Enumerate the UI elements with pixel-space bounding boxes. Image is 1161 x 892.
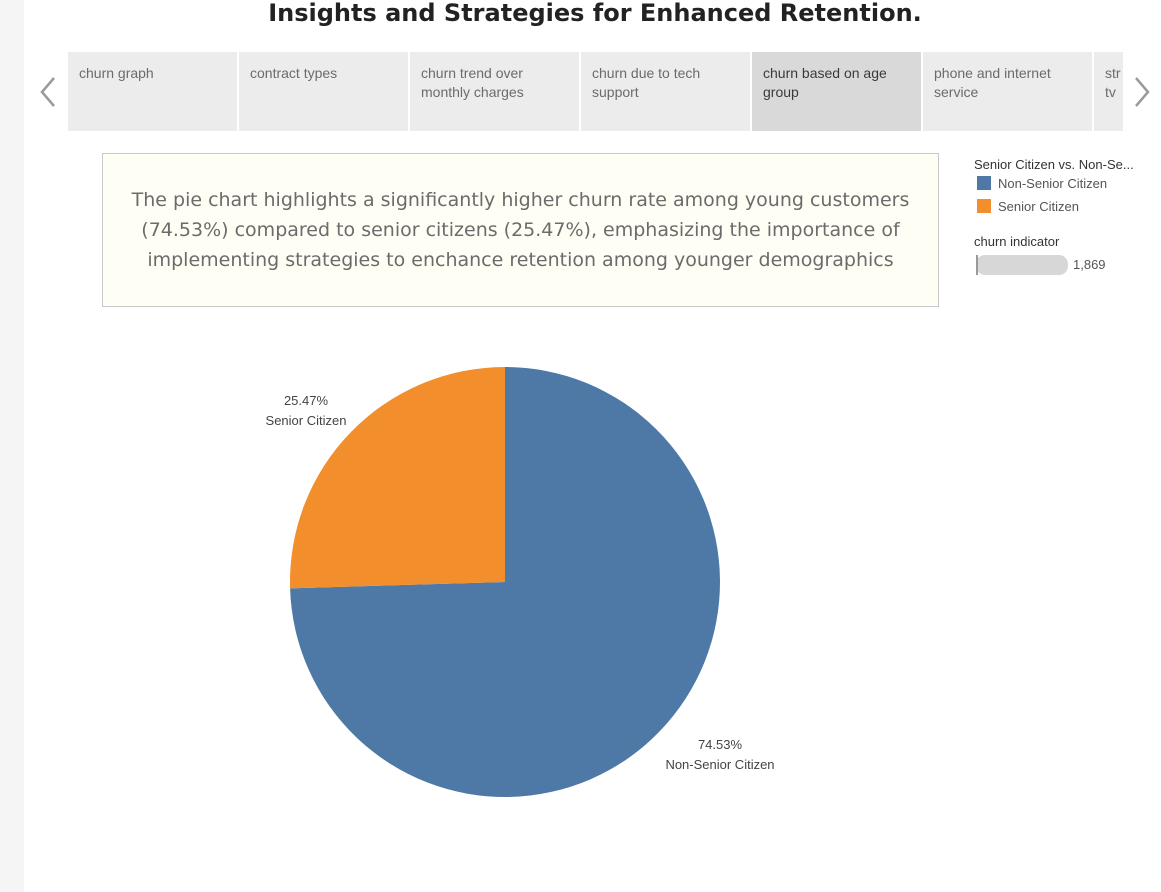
tab-contract-types[interactable]: contract types <box>239 52 408 131</box>
tab-churn-age-group[interactable]: churn based on age group <box>752 52 921 131</box>
legend-title: Senior Citizen vs. Non-Se... <box>974 157 1134 172</box>
chevron-left-icon[interactable] <box>36 72 60 112</box>
size-legend-bar <box>976 255 1068 275</box>
pie-label-category: Non-Senior Citizen <box>665 757 774 772</box>
tab-streaming-tv[interactable]: str tv <box>1094 52 1123 131</box>
size-legend-value: 1,869 <box>1073 257 1106 272</box>
insight-text-box: The pie chart highlights a significantly… <box>102 153 939 307</box>
legend-item-non-senior[interactable]: Non-Senior Citizen <box>977 172 1161 195</box>
story-tabs: churn graph contract types churn trend o… <box>68 52 1123 131</box>
size-legend-bar-edge <box>976 255 978 275</box>
pie-slice-senior-citizen[interactable] <box>289 366 505 589</box>
page-title: Insights and Strategies for Enhanced Ret… <box>268 0 922 27</box>
tab-churn-trend-monthly-charges[interactable]: churn trend over monthly charges <box>410 52 579 131</box>
tab-churn-tech-support[interactable]: churn due to tech support <box>581 52 750 131</box>
pie-slice-non-senior-citizen[interactable] <box>290 367 720 798</box>
color-legend: Senior Citizen vs. Non-Se... Non-Senior … <box>974 157 1161 218</box>
legend-item-senior[interactable]: Senior Citizen <box>977 195 1161 218</box>
chevron-right-icon[interactable] <box>1130 72 1154 112</box>
pie-label-percent: 74.53% <box>698 737 743 752</box>
insight-text: The pie chart highlights a significantly… <box>131 189 910 271</box>
tab-churn-graph[interactable]: churn graph <box>68 52 237 131</box>
pie-label-category: Senior Citizen <box>266 413 347 428</box>
size-legend-title: churn indicator <box>974 234 1060 249</box>
pie-label-percent: 25.47% <box>284 393 329 408</box>
legend-swatch <box>977 176 991 190</box>
left-gutter <box>0 0 24 892</box>
tab-phone-internet-service[interactable]: phone and internet service <box>923 52 1092 131</box>
legend-swatch <box>977 199 991 213</box>
